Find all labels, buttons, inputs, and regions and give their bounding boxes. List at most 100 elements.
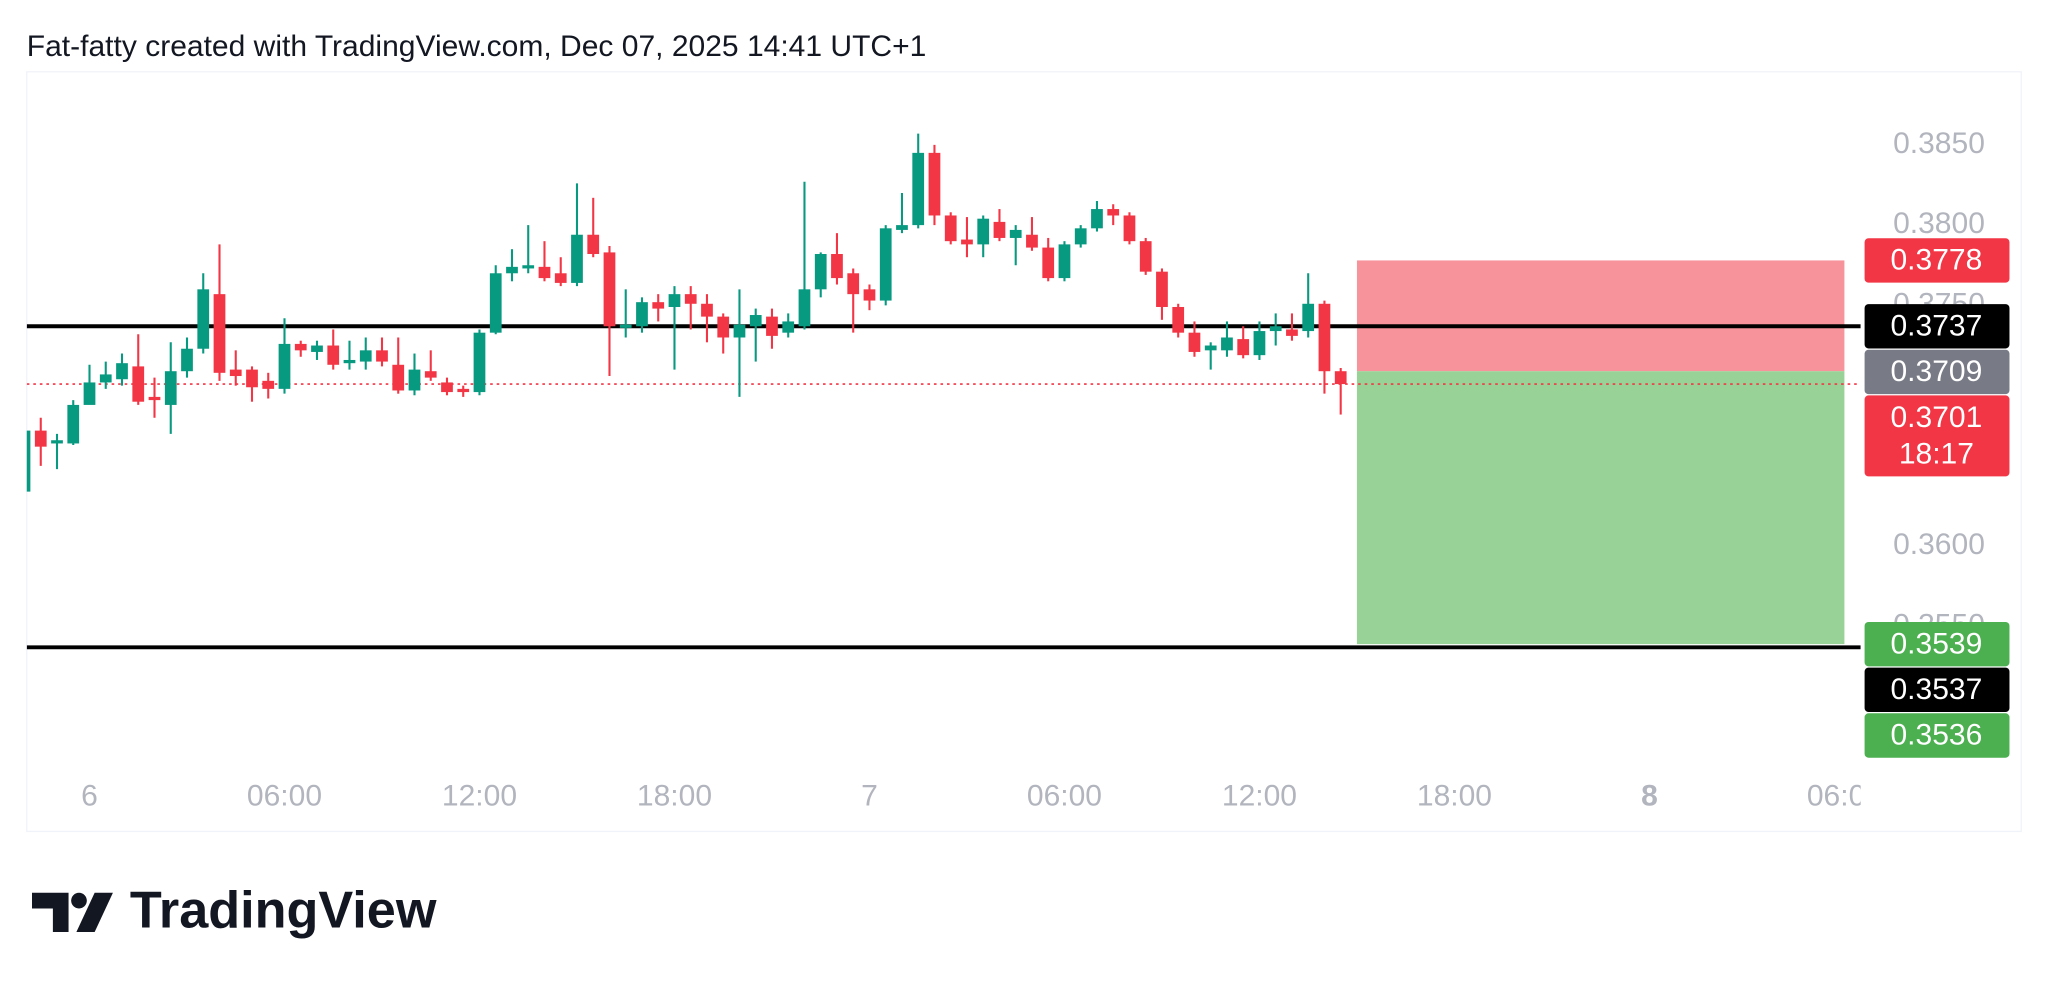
candle-body [164,371,177,405]
x-tick-label: 06:00 [1807,779,1882,812]
candle-body [831,254,843,279]
candle-body [392,364,405,391]
price-tag [1864,713,2010,758]
x-tick-label: 7 [861,779,878,812]
logo-mark [76,892,113,932]
x-tick-label: 06:00 [247,779,322,812]
candle-body [343,359,356,364]
price-tag [1864,349,2010,395]
price-tag [1864,238,2010,283]
candle-body [652,302,665,309]
candle-body [294,343,307,351]
y-tick-label: 0.3850 [1893,127,1985,160]
x-tick-label: 6 [81,779,98,812]
price-tag [1864,667,2010,713]
candle-body [944,215,957,242]
price-tag-label: 0.3537 [1890,673,1982,706]
candle-body [554,273,567,283]
candle-body [506,266,518,274]
candle-body [1074,228,1087,245]
candle-body [148,396,161,401]
candle-body [1058,244,1071,279]
candle-body [928,152,941,216]
candle-body [766,316,778,336]
candle-body [51,440,63,444]
candle-body [1221,337,1233,351]
candle-body [1123,215,1136,242]
candle-body [67,404,80,444]
x-tick-label: 06:00 [1027,779,1102,812]
candle-body [213,294,226,373]
candle-body [181,348,193,372]
brand: TradingView [130,881,437,939]
candle-body [278,343,291,389]
candle-body [993,221,1006,238]
candle-body [1302,303,1315,332]
candle-body [1334,371,1347,385]
logo-mark [71,892,87,909]
stop-zone [1356,260,1845,372]
candle-body [489,273,502,333]
x-tick-label: 12:00 [1222,779,1297,812]
candle-body [34,430,47,447]
x-tick-label: 18:00 [1417,779,1492,812]
countdown-label: 18:17 [1899,437,1974,470]
candle-body [1237,339,1250,356]
price-tag-label: 0.3778 [1890,244,1982,277]
candle-body [229,369,242,377]
candle-body [717,316,730,338]
candle-body [1156,271,1168,307]
candle-body [116,363,128,380]
x-tick-label: 8 [1641,779,1658,812]
price-tag [1864,395,2010,477]
candle-body [1204,345,1217,351]
candle-body [359,350,372,362]
price-tag-label: 0.3709 [1890,355,1982,388]
candle-body [408,369,421,391]
candle-body [733,324,746,338]
candle-body [701,303,713,317]
candle-body [1318,303,1331,372]
logo: TradingView [32,881,437,939]
price-tag-label: 0.3737 [1890,309,1982,342]
candle-body [1253,331,1266,356]
candle-body [1269,326,1282,332]
y-tick-label: 0.3800 [1893,207,1985,240]
candle-body [26,430,31,492]
x-tick-label: 18:00 [637,779,712,812]
candle-body [132,366,145,402]
candle-body [782,321,795,333]
candle-body [814,254,827,290]
candle-body [863,289,876,301]
candle-body [1091,209,1103,229]
candle-body [1107,209,1120,216]
plot: 6 06:00 12:00 18:00 7 06:00 12:00 18:00 8 06:00 [26,133,1882,812]
axis: 0.35500.36000.36500.37000.37500.38000.38… [1864,127,2010,758]
price-tag [1864,304,2010,349]
candle-body [262,380,275,389]
candle-body [1172,306,1185,333]
candle-body [571,234,583,283]
header: Fat-fatty created with TradingView.com, … [27,30,927,63]
candle-body [522,265,535,269]
candle-body [99,374,112,383]
candle-body [603,252,616,327]
candle-body [246,369,258,388]
candle-body [1026,234,1038,248]
candle-body [441,382,453,393]
candle-body [1286,329,1298,336]
x-tick-label: 12:00 [442,779,517,812]
candle-body [879,228,892,301]
candle-body [587,234,600,255]
candle-body [912,152,925,226]
candle-body [327,345,340,365]
price-tag [1864,621,2010,667]
logo-mark [32,892,69,932]
candle-body [977,218,990,245]
candle-body [473,332,486,393]
candle-body [197,289,210,349]
candle-body [457,388,470,393]
candle-body [538,266,551,279]
y-tick-label: 0.3600 [1893,528,1985,561]
